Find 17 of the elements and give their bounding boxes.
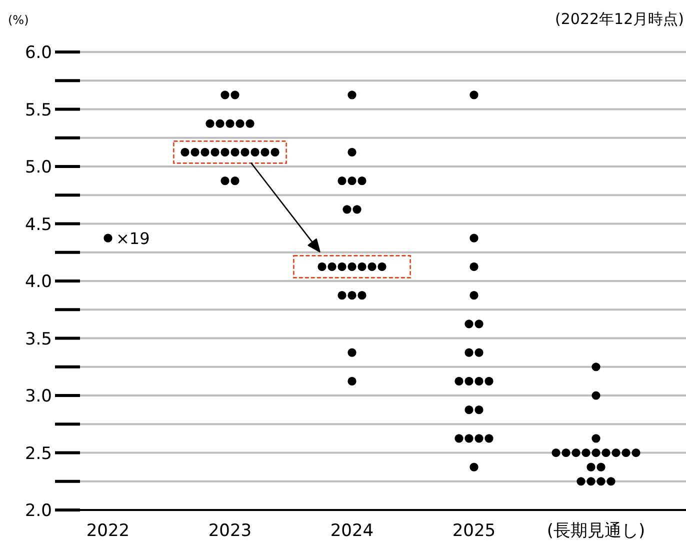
y-tick-label: 3.5 bbox=[24, 329, 52, 350]
text: (2022年12月時点) bbox=[555, 10, 684, 28]
y-tick-label: 5.5 bbox=[24, 100, 52, 120]
y-tick-label: 4.0 bbox=[24, 272, 52, 292]
x-tick-label: 2025 bbox=[452, 521, 496, 541]
y-axis-title: (%) bbox=[8, 13, 29, 27]
y-tick-label: 3.0 bbox=[24, 386, 52, 406]
y-tick-label: 6.0 bbox=[24, 43, 52, 63]
x-tick-label: 2023 bbox=[208, 521, 252, 541]
y-tick-label: 4.5 bbox=[24, 214, 52, 235]
x-tick-label: (長期見通し) bbox=[546, 521, 646, 541]
x-tick-label: 2024 bbox=[330, 521, 374, 541]
y-tick-label: 2.5 bbox=[24, 444, 52, 464]
annotation: ×19 bbox=[116, 229, 150, 248]
y-tick-label: 2.0 bbox=[24, 501, 52, 521]
y-tick-label: 5.0 bbox=[24, 158, 52, 178]
x-tick-label: 2022 bbox=[86, 521, 130, 541]
